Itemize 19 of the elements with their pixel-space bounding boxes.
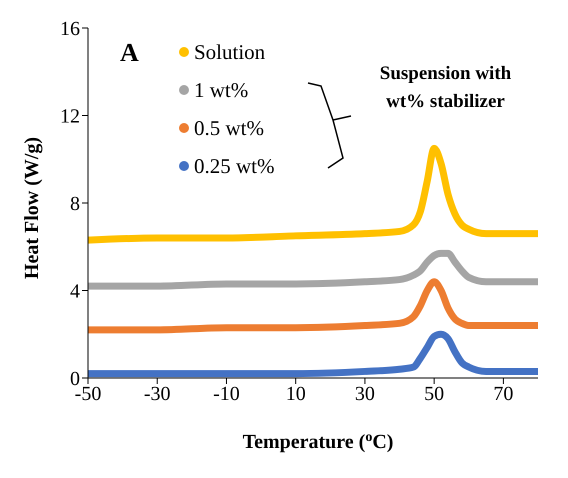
x-tick-label: 50 [424,383,444,406]
annotation: Suspension with wt% stabilizer [378,62,512,114]
x-tick-label: -10 [213,383,240,406]
y-tick-label: 12 [60,106,80,128]
y-tick-label: 0 [70,368,80,390]
y-axis-title: Heat Flow (W/g) [21,136,43,280]
y-tick-label: 16 [60,18,80,40]
x-tick-label: -30 [144,383,171,406]
legend-label: Solution [194,39,266,66]
x-axis-title: Temperature ($^{o}$C) [242,430,394,453]
annotation: A [120,38,139,68]
x-tick-label: 30 [354,383,375,406]
legend-label: 0.25 wt% [194,153,274,180]
x-tick-label: 70 [493,383,514,406]
x-tick-label: 10 [286,383,306,406]
y-tick-label: 4 [70,280,80,303]
y-tick-label: 8 [70,193,80,216]
legend-label: 0.5 wt% [194,115,264,142]
legend-label: 1 wt% [194,77,248,104]
